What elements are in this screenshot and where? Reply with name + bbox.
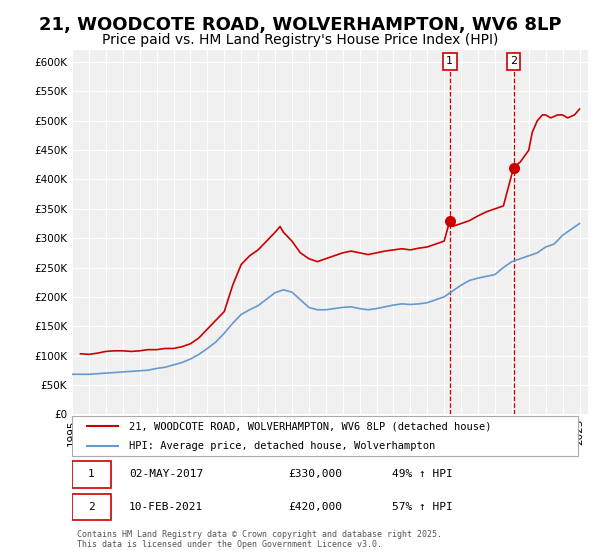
Text: 57% ↑ HPI: 57% ↑ HPI [392,502,452,512]
Text: 02-MAY-2017: 02-MAY-2017 [129,469,203,479]
Text: 2: 2 [510,57,517,66]
FancyBboxPatch shape [72,416,578,456]
Text: £330,000: £330,000 [289,469,343,479]
FancyBboxPatch shape [72,461,110,488]
Text: 21, WOODCOTE ROAD, WOLVERHAMPTON, WV6 8LP: 21, WOODCOTE ROAD, WOLVERHAMPTON, WV6 8L… [39,16,561,34]
Text: 1: 1 [88,469,94,479]
Text: 1: 1 [446,57,453,66]
Text: 10-FEB-2021: 10-FEB-2021 [129,502,203,512]
Text: 21, WOODCOTE ROAD, WOLVERHAMPTON, WV6 8LP (detached house): 21, WOODCOTE ROAD, WOLVERHAMPTON, WV6 8L… [129,422,491,431]
FancyBboxPatch shape [72,493,110,520]
Text: Contains HM Land Registry data © Crown copyright and database right 2025.
This d: Contains HM Land Registry data © Crown c… [77,530,442,549]
Text: £420,000: £420,000 [289,502,343,512]
Text: Price paid vs. HM Land Registry's House Price Index (HPI): Price paid vs. HM Land Registry's House … [102,33,498,47]
Text: 2: 2 [88,502,94,512]
Text: 49% ↑ HPI: 49% ↑ HPI [392,469,452,479]
Text: HPI: Average price, detached house, Wolverhampton: HPI: Average price, detached house, Wolv… [129,441,435,451]
